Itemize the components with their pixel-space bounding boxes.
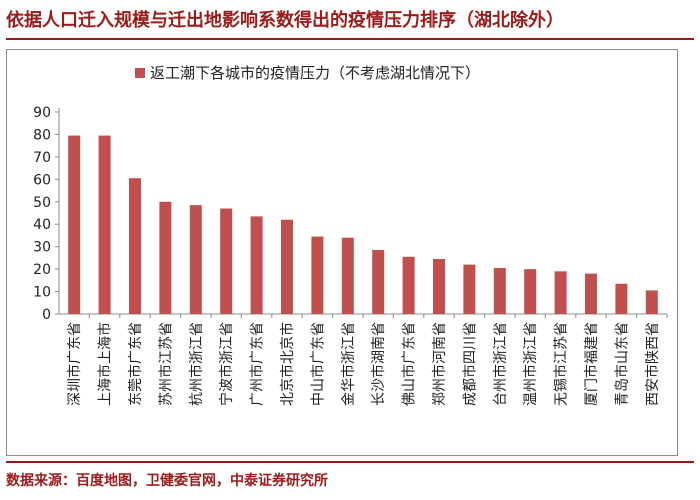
bar (615, 283, 628, 314)
bar (281, 219, 293, 314)
bar (554, 271, 567, 314)
y-tick-label: 0 (42, 307, 51, 323)
y-tick-label: 50 (33, 195, 51, 211)
bar (645, 290, 658, 314)
category-label: 北京市北京市 (279, 322, 296, 406)
category-label: 长沙市湖南省 (370, 322, 387, 406)
y-tick-label: 10 (33, 285, 51, 301)
category-label: 成都市四川省 (461, 322, 478, 406)
data-source: 数据来源：百度地图，卫健委官网，中泰证券研究所 (6, 473, 328, 489)
y-tick-label: 60 (33, 172, 51, 188)
y-tick-label: 20 (33, 262, 51, 278)
y-tick-label: 90 (33, 105, 51, 121)
bar-chart: 返工潮下各城市的疫情压力（不考虑湖北情况下） 0 10 20 30 40 50 60 70 80 9… (33, 64, 668, 406)
chart-frame: 返工潮下各城市的疫情压力（不考虑湖北情况下） 0 10 20 30 40 50 60 70 80 9… (6, 49, 678, 456)
category-label: 西安市陕西省 (644, 322, 661, 406)
bar (524, 269, 537, 314)
y-tick-label: 80 (33, 127, 51, 143)
category-label: 青岛市山东省 (613, 322, 630, 406)
category-label: 杭州市浙江省 (188, 322, 205, 406)
bar (250, 216, 263, 314)
category-label: 金华市浙江省 (340, 322, 357, 406)
bar (402, 256, 415, 314)
bar (433, 259, 445, 314)
bar (463, 264, 476, 314)
source-divider (6, 461, 694, 463)
chart-title: 依据人口迁入规模与迁出地影响系数得出的疫情压力排序（湖北除外） (6, 10, 564, 31)
category-label: 宁波市浙江省 (218, 322, 235, 406)
bar (159, 201, 172, 314)
y-tick-label: 30 (33, 240, 51, 256)
y-tick-label: 70 (33, 150, 51, 166)
bar (372, 250, 385, 314)
legend-swatch (135, 68, 145, 78)
bar (585, 273, 597, 314)
category-label: 佛山市广东省 (401, 322, 418, 406)
bar (220, 208, 233, 314)
bar (98, 135, 111, 314)
category-label: 无锡市江苏省 (553, 322, 570, 406)
category-label: 上海市上海市 (97, 322, 114, 406)
title-divider (6, 38, 694, 40)
category-label: 广州市广东省 (249, 322, 266, 406)
category-label: 苏州市江苏省 (157, 322, 174, 406)
bar (68, 135, 81, 314)
bar (311, 236, 324, 314)
bar (341, 237, 354, 314)
bar (189, 205, 202, 314)
y-tick-label: 40 (33, 217, 51, 233)
legend-label: 返工潮下各城市的疫情压力（不考虑湖北情况下） (150, 64, 480, 82)
category-label: 温州市浙江省 (522, 322, 539, 406)
category-label: 台州市浙江省 (492, 322, 509, 406)
category-label: 深圳市广东省 (66, 322, 83, 406)
category-label: 东莞市广东省 (127, 322, 144, 406)
category-label: 郑州市河南省 (431, 322, 448, 406)
bar (129, 178, 141, 314)
category-label: 厦门市福建省 (583, 322, 600, 406)
category-label: 中山市广东省 (309, 322, 326, 406)
bar (493, 267, 506, 314)
